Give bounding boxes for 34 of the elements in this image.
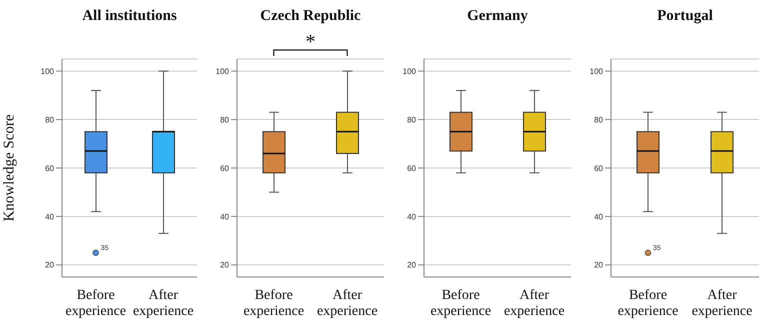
y-tick-label: 80	[407, 115, 417, 124]
y-tick-label: 60	[407, 164, 417, 173]
y-tick-label: 20	[407, 260, 417, 270]
y-tick-label: 100	[40, 66, 55, 76]
y-tick-label: 100	[590, 66, 604, 76]
x-tick-label: After experience	[316, 288, 378, 319]
y-tick-label: 80	[220, 115, 230, 124]
y-tick-label: 80	[45, 115, 55, 124]
y-tick-label: 60	[220, 164, 230, 173]
y-axis-title: Knowledge Score	[1, 114, 18, 222]
y-tick-label: 60	[45, 164, 55, 173]
x-tick-label: Before experience	[65, 288, 126, 319]
text: *	[306, 31, 316, 53]
y-tick-label: 20	[45, 260, 55, 270]
chart-title: Czech Republic	[259, 8, 362, 25]
x-tick-label: After experience	[504, 288, 565, 319]
y-tick-label: 40	[407, 212, 417, 222]
y-tick-label: 40	[45, 212, 55, 222]
y-tick-label: 60	[594, 164, 604, 173]
y-tick-label: 40	[594, 212, 604, 222]
chart-title: Germany	[466, 8, 529, 25]
chart-title: Portugal	[656, 8, 714, 25]
y-tick-label: 100	[216, 66, 230, 76]
y-tick-label: 100	[402, 66, 417, 76]
x-tick-label: After experience	[692, 288, 752, 319]
x-tick-label: Before experience	[618, 288, 678, 319]
y-tick-label: 40	[220, 212, 230, 222]
chart-title: All institutions	[81, 8, 178, 25]
y-tick-label: 20	[594, 260, 604, 270]
x-tick-label: After experience	[132, 288, 194, 319]
x-tick-label: Before experience	[430, 288, 492, 319]
x-tick-label: Before experience	[243, 288, 304, 319]
y-tick-label: 20	[220, 260, 230, 270]
y-tick-label: 80	[594, 115, 604, 124]
